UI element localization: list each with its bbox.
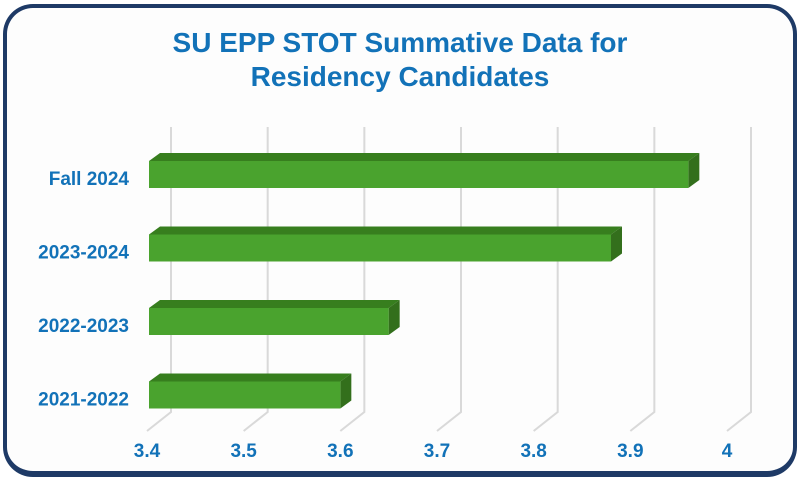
- x-axis-tick-label: 3.8: [520, 441, 546, 462]
- category-label: 2021-2022: [38, 390, 129, 411]
- x-axis-tick-label: 4: [722, 441, 733, 462]
- gridline: [339, 127, 366, 432]
- bar-top-bevel: [149, 153, 700, 161]
- category-label: 2023-2024: [38, 243, 129, 264]
- bar-end-cap: [340, 373, 352, 409]
- bar-2021-2022: [149, 381, 341, 409]
- gridline: [146, 127, 172, 432]
- gridline: [726, 127, 752, 432]
- bar-top-bevel: [149, 226, 622, 235]
- bar-top-bevel: [149, 373, 352, 382]
- x-axis-tick-label: 3.6: [327, 441, 353, 462]
- bar-end-cap: [611, 226, 622, 262]
- gridline: [436, 127, 462, 432]
- chart-card: 3.4 3.5 3.6 3.7 3.8 3.9 4 Fall 2024 2023-2024 202…: [3, 4, 797, 477]
- x-axis-tick-label: 3.7: [424, 441, 450, 462]
- category-label: 2022-2023: [38, 316, 129, 337]
- bar-end-cap: [388, 300, 400, 335]
- chart-title-line2: Residency Candidates: [250, 61, 550, 92]
- bar-fall-2024: [149, 161, 689, 188]
- bar-top-bevel: [149, 300, 400, 308]
- bar-2022-2023: [149, 308, 389, 335]
- gridline: [629, 127, 656, 432]
- bar-2023-2024: [149, 234, 611, 262]
- x-axis-tick-label: 3.4: [134, 441, 161, 462]
- bar-chart: 3.4 3.5 3.6 3.7 3.8 3.9 4 Fall 2024 2023-2024 202…: [38, 127, 752, 462]
- x-axis-tick-label: 3.5: [230, 441, 257, 462]
- chart-title-line1: SU EPP STOT Summative Data for: [172, 27, 628, 58]
- x-axis-tick-label: 3.9: [617, 441, 643, 462]
- category-label: Fall 2024: [49, 169, 130, 190]
- gridline: [243, 127, 269, 432]
- bar-end-cap: [688, 153, 700, 188]
- gridline: [533, 127, 559, 432]
- chart-title: SU EPP STOT Summative Data for Residency…: [7, 26, 793, 94]
